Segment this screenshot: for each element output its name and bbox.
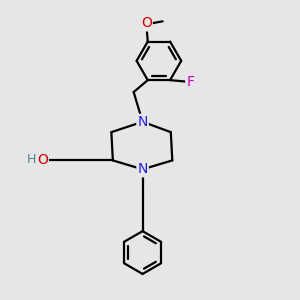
Text: O: O [37,153,48,167]
Text: F: F [186,75,194,88]
Text: H: H [27,153,36,166]
Text: O: O [141,16,152,30]
Text: N: N [137,162,148,176]
Text: N: N [137,115,148,129]
